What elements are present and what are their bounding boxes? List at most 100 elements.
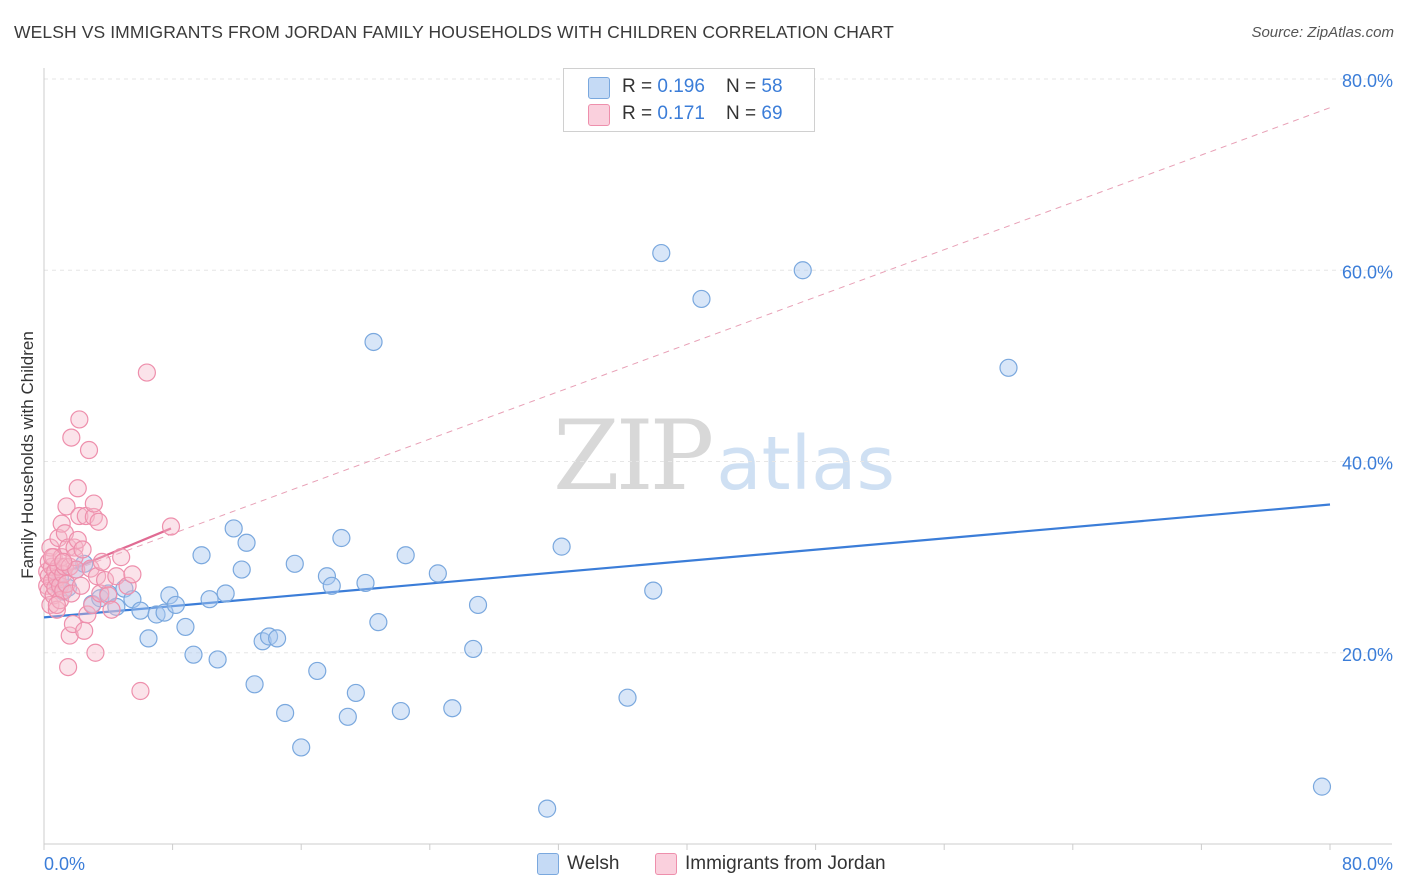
- jordan-point-46: [79, 440, 99, 460]
- jordan-point-68: [54, 552, 73, 572]
- welsh-point-45: [443, 699, 462, 718]
- data-points: [38, 243, 1332, 818]
- legend-n-value-welsh: 58: [761, 76, 783, 97]
- jordan-point-41: [71, 576, 91, 595]
- welsh-point-48: [538, 799, 557, 818]
- legend-swatch-welsh: [537, 853, 559, 875]
- jordan-point-64: [137, 363, 156, 382]
- jordan-point-42: [73, 540, 92, 559]
- welsh-point-39: [356, 573, 375, 593]
- jordan-point-62: [123, 565, 142, 584]
- welsh-point-22: [216, 584, 235, 603]
- jordan-point-65: [161, 517, 181, 536]
- jordan-point-28: [59, 538, 78, 557]
- welsh-point-54: [793, 261, 812, 280]
- jordan-point-33: [63, 614, 83, 634]
- welsh-point-56: [1312, 777, 1332, 796]
- welsh-point-21: [208, 650, 227, 669]
- jordan-point-55: [92, 552, 111, 572]
- legend-r-value-welsh: 0.196: [657, 76, 705, 97]
- y-tick-label-2: 60.0%: [1342, 262, 1393, 282]
- jordan-point-40: [70, 506, 89, 526]
- legend-swatch-jordan: [588, 104, 610, 126]
- welsh-point-25: [237, 533, 256, 552]
- legend-swatch-jordan: [655, 853, 677, 875]
- jordan-point-37: [68, 479, 87, 498]
- welsh-point-55: [999, 358, 1018, 377]
- jordan-point-56: [95, 570, 115, 590]
- welsh-point-31: [285, 554, 304, 573]
- series-legend: Welsh Immigrants from Jordan: [0, 850, 1406, 880]
- trend-extended-1: [43, 107, 1331, 582]
- zipatlas-watermark: ZIPatlas: [553, 400, 895, 512]
- welsh-point-16: [166, 595, 185, 615]
- jordan-point-39: [70, 410, 89, 429]
- watermark-atlas: atlas: [716, 421, 896, 507]
- welsh-point-36: [332, 528, 351, 548]
- jordan-point-58: [102, 600, 121, 619]
- jordan-point-57: [99, 586, 118, 605]
- welsh-point-34: [317, 567, 337, 586]
- welsh-point-43: [396, 546, 415, 565]
- jordan-point-66: [42, 548, 62, 567]
- welsh-point-19: [192, 546, 211, 565]
- legend-r-label: R =: [622, 76, 658, 97]
- jordan-point-14: [47, 600, 66, 619]
- welsh-point-44: [428, 564, 447, 583]
- stats-legend: R = 0.196 N = 58 R = 0.171 N = 69: [563, 68, 815, 132]
- welsh-point-33: [308, 661, 327, 681]
- watermark-zip: ZIP: [553, 400, 714, 512]
- jordan-point-20: [52, 514, 71, 533]
- jordan-point-51: [86, 643, 105, 662]
- jordan-point-31: [62, 428, 81, 447]
- welsh-point-46: [464, 639, 483, 659]
- jordan-point-50: [84, 494, 103, 513]
- welsh-point-49: [552, 537, 571, 556]
- x-tick-label-1: 80.0%: [1342, 854, 1393, 874]
- welsh-point-17: [176, 617, 195, 637]
- welsh-point-52: [652, 243, 671, 263]
- welsh-point-11: [131, 601, 150, 620]
- trend-line-0: [43, 503, 1331, 619]
- jordan-point-53: [89, 512, 108, 531]
- welsh-point-38: [346, 683, 365, 703]
- welsh-point-23: [224, 519, 243, 538]
- welsh-point-47: [468, 595, 488, 615]
- welsh-point-53: [692, 289, 711, 309]
- legend-n-value-jordan: 69: [761, 103, 783, 124]
- chart-title: WELSH VS IMMIGRANTS FROM JORDAN FAMILY H…: [14, 22, 894, 42]
- welsh-point-24: [232, 560, 251, 579]
- legend-r-label: R =: [622, 103, 658, 124]
- welsh-point-50: [618, 688, 637, 707]
- welsh-point-37: [338, 707, 357, 726]
- jordan-point-25: [57, 574, 76, 594]
- jordan-point-29: [60, 626, 79, 645]
- welsh-point-29: [267, 629, 287, 648]
- jordan-point-27: [59, 657, 78, 677]
- welsh-point-18: [184, 645, 203, 664]
- legend-label-jordan: Immigrants from Jordan: [685, 853, 886, 874]
- jordan-point-43: [75, 621, 94, 640]
- jordan-point-38: [68, 530, 87, 550]
- jordan-point-63: [131, 681, 150, 701]
- welsh-point-30: [276, 703, 295, 723]
- welsh-point-41: [369, 613, 388, 632]
- welsh-point-26: [245, 675, 264, 694]
- trend-lines: [43, 107, 1331, 619]
- welsh-point-51: [644, 581, 663, 600]
- y-tick-label-0: 20.0%: [1342, 645, 1393, 665]
- welsh-point-20: [200, 590, 219, 609]
- y-tick-label-3: 80.0%: [1342, 71, 1393, 91]
- axes: [43, 68, 1392, 850]
- welsh-point-40: [364, 332, 383, 352]
- legend-swatch-welsh: [588, 77, 610, 99]
- legend-r-value-jordan: 0.171: [657, 103, 705, 124]
- welsh-point-35: [322, 576, 341, 595]
- jordan-point-60: [112, 548, 131, 567]
- welsh-point-42: [391, 701, 410, 721]
- tick-labels: 20.0% 40.0% 60.0% 80.0% 0.0% 80.0%: [44, 71, 1393, 874]
- jordan-point-45: [78, 605, 97, 624]
- x-tick-label-0: 0.0%: [44, 854, 85, 874]
- welsh-point-15: [160, 586, 179, 605]
